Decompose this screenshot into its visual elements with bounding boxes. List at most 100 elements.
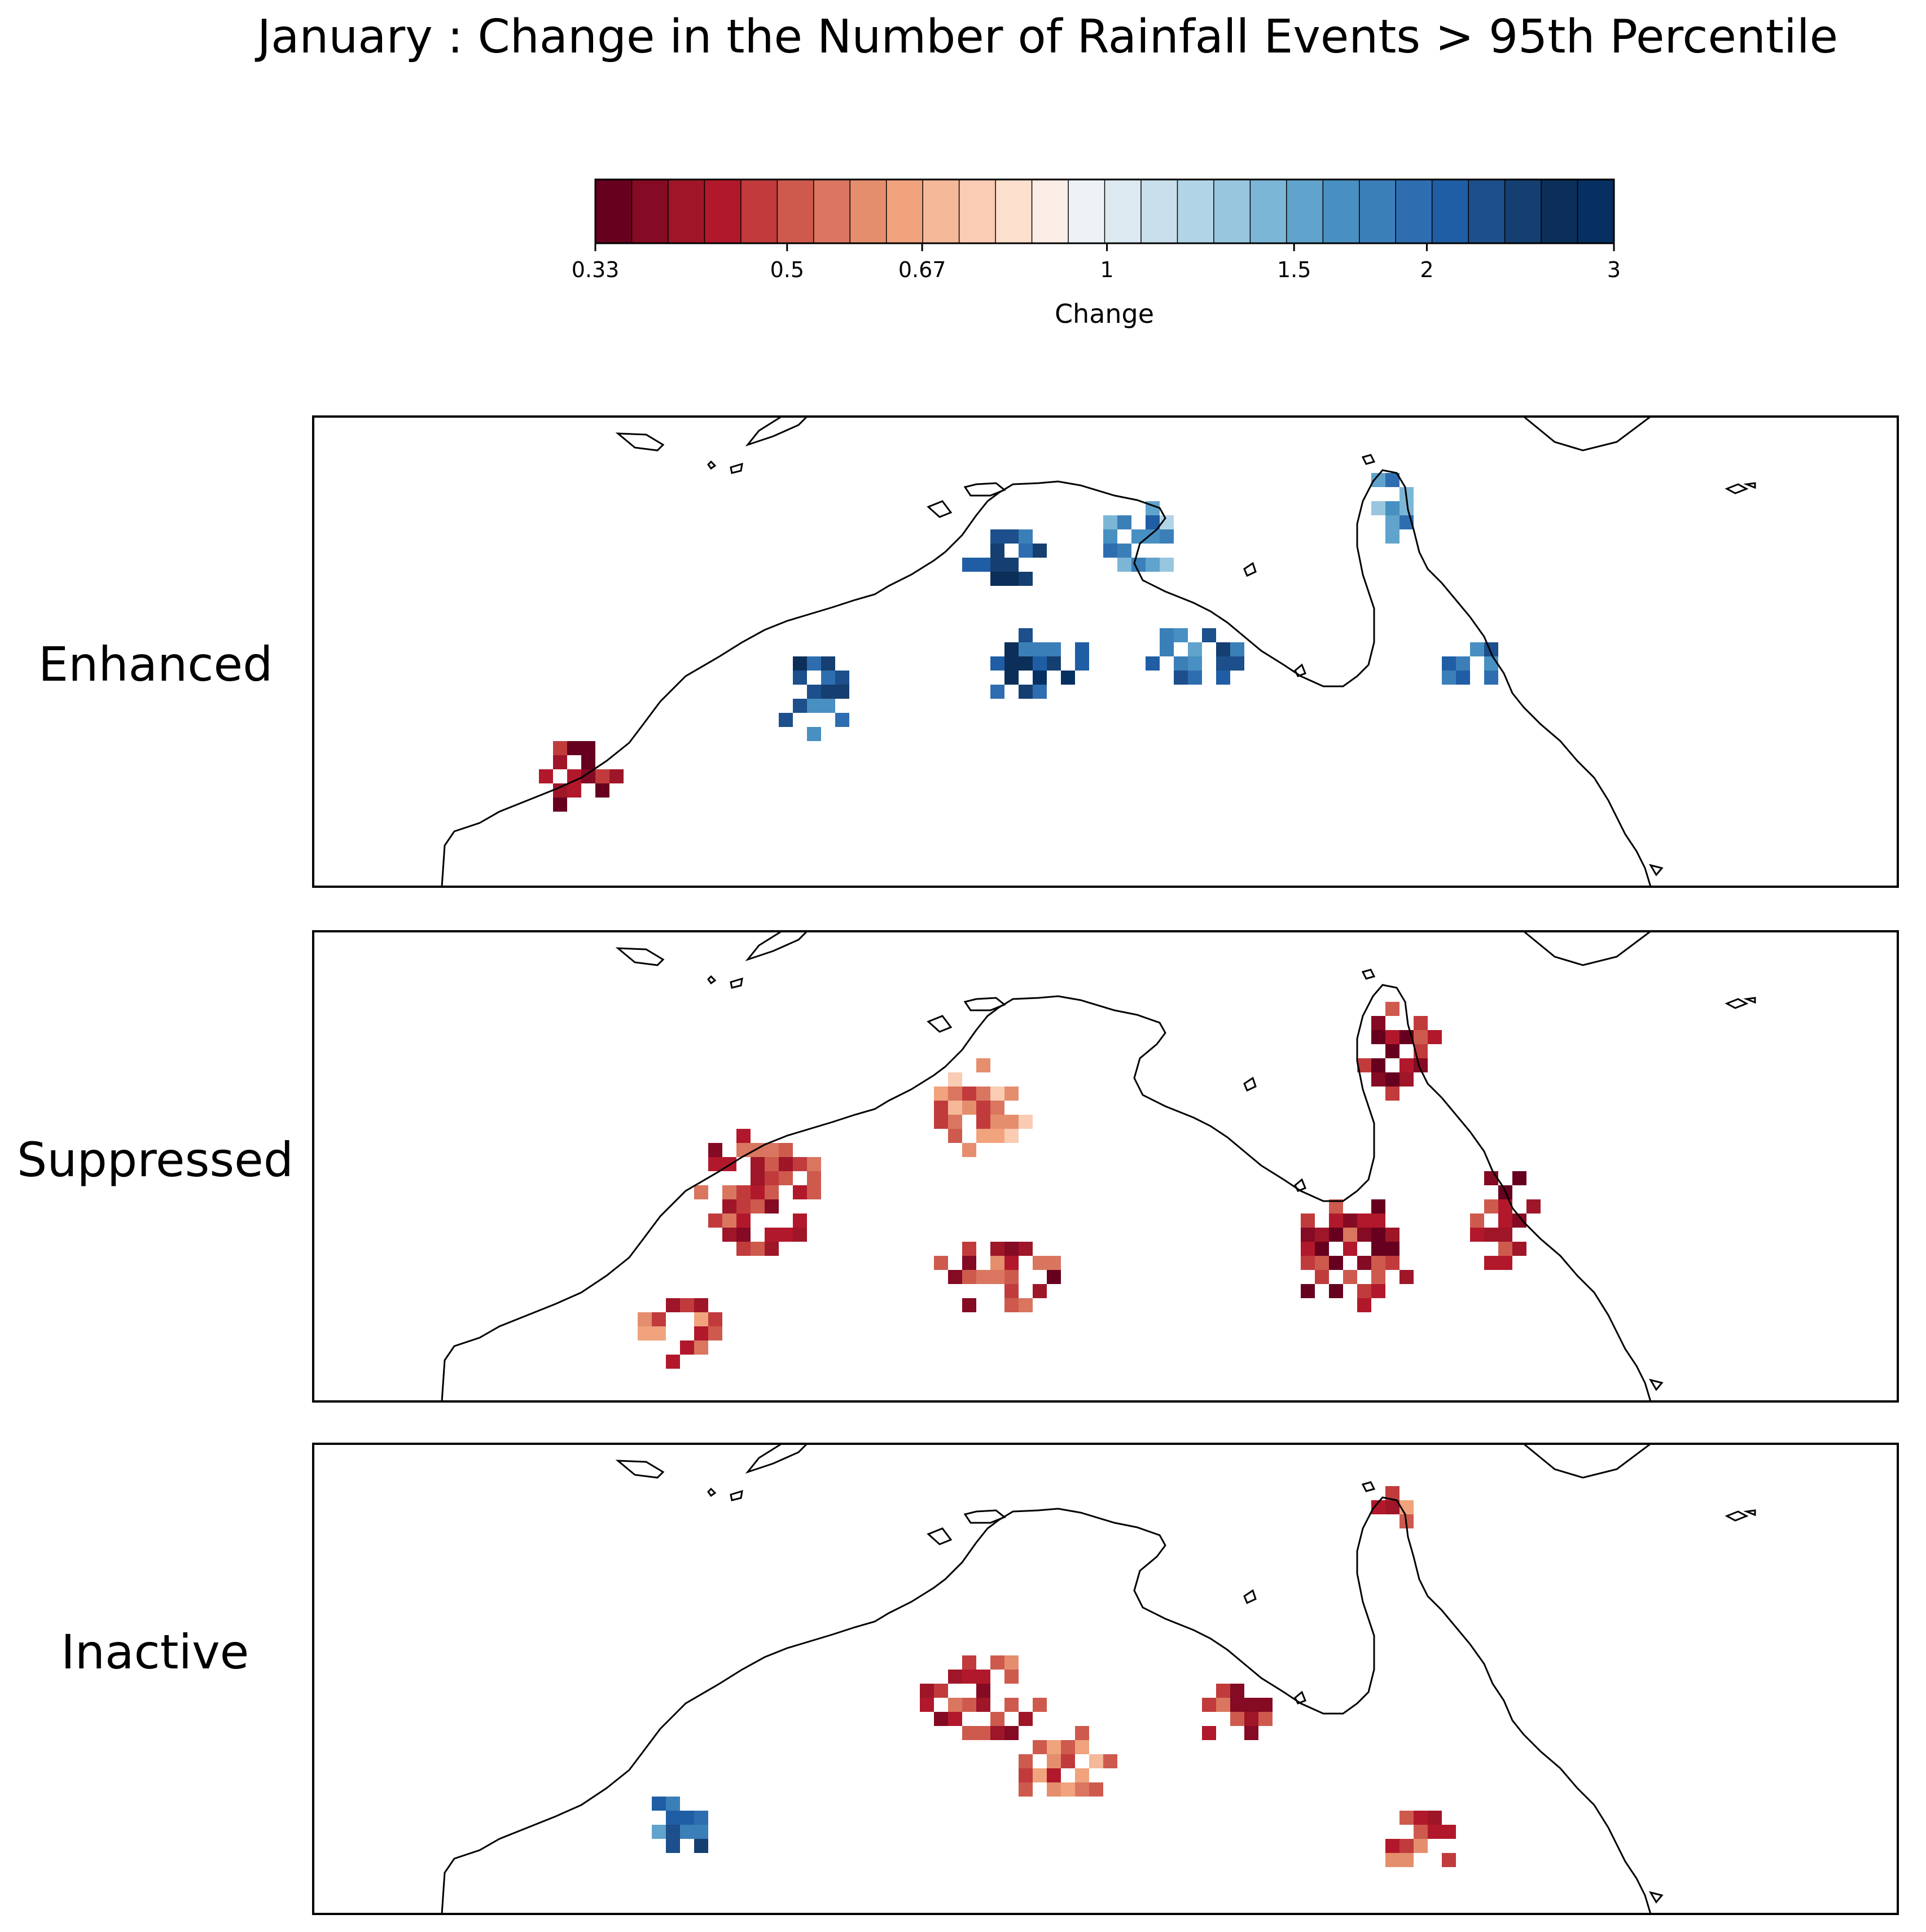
rainfall-cell — [1019, 544, 1033, 558]
rainfall-cell — [1004, 642, 1019, 656]
rainfall-cell — [1160, 642, 1174, 656]
rainfall-cell — [1174, 656, 1188, 671]
rainfall-cell — [751, 1199, 765, 1213]
rainfall-cell — [1019, 642, 1033, 656]
rainfall-cell — [807, 727, 821, 741]
map-panel-suppressed — [312, 930, 1899, 1403]
rainfall-cell — [1004, 572, 1019, 586]
rainfall-cell — [1414, 1030, 1428, 1044]
island-outline — [1294, 1178, 1306, 1192]
rainfall-cell — [1019, 1754, 1033, 1768]
rainfall-cell — [1075, 1726, 1089, 1740]
rainfall-cell — [1385, 1072, 1399, 1087]
rainfall-cell — [948, 1129, 962, 1143]
colorbar-swatch — [668, 179, 705, 243]
colorbar-swatch — [1177, 179, 1214, 243]
rainfall-cell — [1216, 671, 1230, 685]
rainfall-cell — [1146, 515, 1160, 529]
rainfall-cell — [779, 1171, 793, 1185]
rainfall-cell — [821, 685, 835, 699]
rainfall-cell — [1174, 628, 1188, 642]
rainfall-cell — [722, 1199, 736, 1213]
island-outline — [963, 482, 1006, 497]
rainfall-cell — [1258, 1698, 1273, 1712]
colorbar-swatch — [1140, 179, 1178, 243]
rainfall-cell — [736, 1228, 751, 1242]
rainfall-cell — [1033, 1768, 1047, 1782]
rainfall-cell — [793, 656, 807, 671]
rainfall-cell — [1004, 671, 1019, 685]
rainfall-cell — [1371, 1058, 1385, 1072]
island-outline — [1743, 1509, 1756, 1517]
rainfall-cell — [779, 1143, 793, 1157]
rainfall-cell — [1385, 1242, 1399, 1256]
rainfall-cell — [1470, 1213, 1484, 1228]
rainfall-cell — [581, 741, 595, 755]
rainfall-cell — [1371, 1030, 1385, 1044]
colorbar-frame — [594, 178, 1615, 244]
rainfall-cell — [1470, 642, 1484, 656]
rainfall-cell — [990, 529, 1004, 544]
rainfall-cell — [948, 1698, 962, 1712]
colorbar-tick-label: 1.5 — [1277, 257, 1311, 282]
island-outline — [927, 500, 953, 518]
rainfall-cell — [1414, 1825, 1428, 1839]
rainfall-cell — [1244, 1726, 1258, 1740]
rainfall-cell — [1004, 1270, 1019, 1284]
rainfall-cell — [1385, 1030, 1399, 1044]
rainfall-cell — [694, 1825, 708, 1839]
rainfall-cell — [1329, 1228, 1343, 1242]
rainfall-cell — [948, 1712, 962, 1726]
rainfall-cell — [1019, 656, 1033, 671]
rainfall-cell — [736, 1213, 751, 1228]
colorbar-swatch — [1323, 179, 1360, 243]
rainfall-cell — [1202, 1698, 1216, 1712]
rainfall-cell — [1103, 515, 1117, 529]
colorbar-swatch — [1068, 179, 1105, 243]
rainfall-cell — [948, 1101, 962, 1115]
colorbar-tick-label: 0.67 — [898, 257, 946, 282]
rainfall-cell — [990, 1129, 1004, 1143]
rainfall-cell — [793, 671, 807, 685]
colorbar-swatch — [1032, 179, 1069, 243]
rainfall-cell — [1004, 656, 1019, 671]
rainfall-cell — [722, 1213, 736, 1228]
colorbar-swatch — [595, 179, 633, 243]
rainfall-cells — [652, 1486, 1456, 1867]
rainfall-cell — [793, 699, 807, 713]
rainfall-cell — [567, 741, 581, 755]
rainfall-cell — [1146, 558, 1160, 572]
rainfall-cell — [1371, 1242, 1385, 1256]
map-panel-inactive — [312, 1443, 1899, 1915]
colorbar: 0.33 0.5 0.67 1 1.5 2 3 Change — [572, 178, 1621, 329]
rainfall-cell — [652, 1797, 666, 1811]
rainfall-cell — [1385, 1087, 1399, 1101]
rainfall-cell — [666, 1355, 680, 1369]
rainfall-cell — [976, 1726, 990, 1740]
rainfall-cell — [1033, 1284, 1047, 1298]
rainfall-cell — [1202, 628, 1216, 642]
rainfall-cell — [736, 1199, 751, 1213]
rainfall-cell — [1484, 656, 1498, 671]
rainfall-cell — [948, 1270, 962, 1284]
colorbar-swatch — [1504, 179, 1542, 243]
rainfall-cell — [1244, 1712, 1258, 1726]
map-frame — [312, 415, 1899, 888]
rainfall-cell — [976, 1670, 990, 1684]
rainfall-cell — [1033, 1698, 1047, 1712]
rainfall-cell — [990, 572, 1004, 586]
colorbar-swatch — [1359, 179, 1396, 243]
rainfall-cell — [793, 1157, 807, 1171]
rainfall-cell — [1004, 1298, 1019, 1312]
rainfall-cell — [990, 1256, 1004, 1270]
rainfall-cell — [708, 1213, 722, 1228]
rainfall-cell — [553, 798, 567, 812]
rainfall-cell — [1414, 1811, 1428, 1825]
rainfall-cell — [976, 558, 990, 572]
rainfall-cell — [1061, 1782, 1075, 1797]
rainfall-cell — [1512, 1171, 1526, 1185]
rainfall-cell — [934, 1684, 948, 1698]
map-background — [313, 417, 1898, 887]
rainfall-cell — [1371, 1072, 1385, 1087]
island-outline — [1243, 1589, 1257, 1605]
